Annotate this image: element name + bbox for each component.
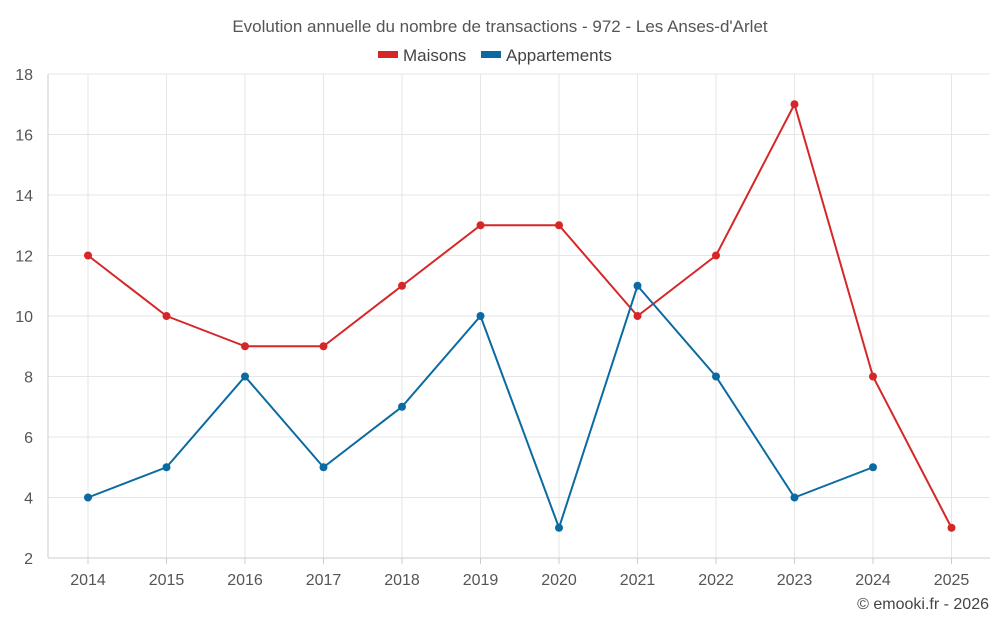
axes: 2 4 6 8 10 12 14 16 18 2014 2015 2016 2017 2018 2019 20… bbox=[15, 67, 990, 589]
data-point-appartements-2024[interactable] bbox=[869, 463, 877, 472]
y-tick-label: 16 bbox=[15, 128, 33, 145]
data-point-appartements-2014[interactable] bbox=[84, 493, 92, 502]
data-point-appartements-2021[interactable] bbox=[633, 281, 642, 290]
x-tick-label: 2014 bbox=[70, 572, 106, 589]
x-tick-label: 2019 bbox=[463, 572, 499, 589]
y-tick-label: 4 bbox=[24, 491, 33, 508]
data-point-appartements-2023[interactable] bbox=[790, 493, 799, 502]
y-tick-label: 10 bbox=[15, 309, 33, 326]
data-point-appartements-2018[interactable] bbox=[398, 402, 406, 411]
data-point-maisons-2019[interactable] bbox=[476, 221, 485, 230]
data-point-maisons-2017[interactable] bbox=[319, 342, 328, 351]
y-tick-label: 14 bbox=[15, 188, 33, 205]
data-point-maisons-2023[interactable] bbox=[790, 100, 799, 109]
data-point-appartements-2016[interactable] bbox=[241, 372, 249, 381]
y-tick-label: 6 bbox=[24, 430, 33, 447]
x-tick-label: 2025 bbox=[934, 572, 970, 589]
x-tick-label: 2016 bbox=[227, 572, 263, 589]
legend: Maisons Appartements bbox=[378, 46, 612, 65]
legend-swatch-appartements bbox=[481, 51, 501, 58]
legend-item-appartements[interactable]: Appartements bbox=[481, 46, 612, 65]
data-point-maisons-2014[interactable] bbox=[84, 251, 92, 260]
x-tick-label: 2020 bbox=[541, 572, 577, 589]
data-point-maisons-2024[interactable] bbox=[869, 372, 877, 381]
data-point-maisons-2020[interactable] bbox=[555, 221, 563, 230]
legend-label-appartements: Appartements bbox=[506, 46, 612, 65]
x-tick-label: 2022 bbox=[698, 572, 734, 589]
grid bbox=[48, 73, 990, 559]
data-point-appartements-2015[interactable] bbox=[162, 463, 171, 472]
data-point-maisons-2021[interactable] bbox=[633, 312, 642, 320]
data-point-maisons-2018[interactable] bbox=[398, 281, 406, 290]
data-point-appartements-2019[interactable] bbox=[476, 312, 485, 320]
chart-title: Evolution annuelle du nombre de transact… bbox=[232, 17, 768, 36]
x-tick-label: 2023 bbox=[777, 572, 813, 589]
x-tick-label: 2024 bbox=[855, 572, 891, 589]
legend-swatch-maisons bbox=[378, 51, 398, 58]
y-tick-label: 12 bbox=[15, 249, 33, 266]
legend-label-maisons: Maisons bbox=[403, 46, 466, 65]
legend-item-maisons[interactable]: Maisons bbox=[378, 46, 466, 65]
credit-text: © emooki.fr - 2026 bbox=[857, 596, 989, 613]
series-line-maisons bbox=[87, 103, 953, 529]
data-point-maisons-2025[interactable] bbox=[947, 523, 956, 532]
x-tick-label: 2017 bbox=[306, 572, 342, 589]
y-tick-label: 2 bbox=[24, 551, 33, 568]
x-tick-label: 2018 bbox=[384, 572, 420, 589]
data-point-maisons-2015[interactable] bbox=[162, 312, 171, 320]
data-point-appartements-2022[interactable] bbox=[712, 372, 720, 381]
data-point-appartements-2017[interactable] bbox=[319, 463, 328, 472]
x-tick-label: 2021 bbox=[620, 572, 656, 589]
y-tick-label: 18 bbox=[15, 67, 33, 84]
data-point-appartements-2020[interactable] bbox=[555, 523, 563, 532]
data-point-maisons-2016[interactable] bbox=[241, 342, 249, 351]
x-tick-label: 2015 bbox=[149, 572, 185, 589]
series bbox=[84, 100, 956, 532]
data-point-maisons-2022[interactable] bbox=[712, 251, 720, 260]
y-tick-label: 8 bbox=[24, 370, 33, 387]
